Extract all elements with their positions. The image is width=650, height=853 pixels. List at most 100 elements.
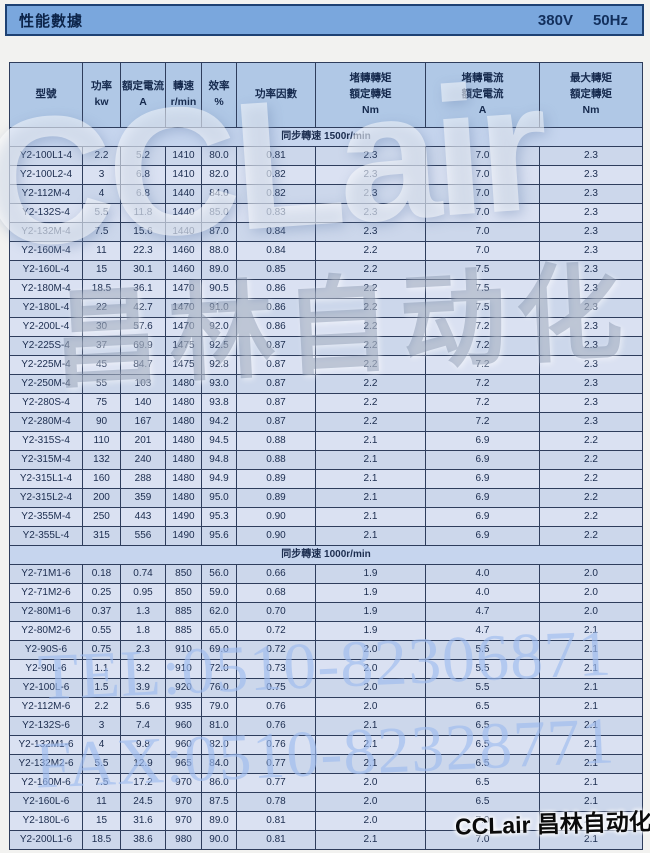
model-cell: Y2-280S-4 — [9, 393, 83, 413]
value-cell: 2.3 — [539, 165, 643, 185]
value-cell: 0.82 — [236, 165, 316, 185]
brand-corner-label: CCLair 昌林自动化 — [454, 808, 650, 840]
value-cell: 59.0 — [201, 583, 237, 603]
column-header-line: 額定轉矩 — [349, 88, 392, 101]
value-cell: 30 — [82, 317, 121, 337]
value-cell: 2.3 — [539, 222, 643, 242]
table-row: Y2-250M-4 55 103 1480 93.0 0.87 2.2 7.2 2.3 — [9, 374, 643, 394]
value-cell: 84.0 — [201, 184, 237, 204]
value-cell: 2.0 — [539, 602, 643, 622]
value-cell: 2.3 — [539, 279, 643, 299]
value-cell: 2.2 — [82, 697, 121, 717]
value-cell: 76.0 — [201, 678, 237, 698]
value-cell: 0.86 — [236, 279, 316, 299]
value-cell: 200 — [82, 488, 121, 508]
column-header: 額定電流 A — [120, 62, 166, 128]
table-row: Y2-90S-6 0.75 2.3 910 69.0 0.72 2.0 5.5 2.1 — [9, 640, 643, 660]
value-cell: 1440 — [165, 203, 202, 223]
value-cell: 2.3 — [539, 412, 643, 432]
value-cell: 2.1 — [315, 526, 426, 546]
value-cell: 0.77 — [236, 773, 316, 793]
value-cell: 443 — [120, 507, 166, 527]
value-cell: 2.1 — [315, 735, 426, 755]
value-cell: 0.66 — [236, 564, 316, 584]
value-cell: 2.0 — [315, 659, 426, 679]
value-cell: 7.5 — [425, 298, 540, 318]
value-cell: 11 — [82, 792, 121, 812]
table-row: Y2-112M-6 2.2 5.6 935 79.0 0.76 2.0 6.5 2.1 — [9, 697, 643, 717]
title-bar: 性能數據 380V 50Hz — [5, 4, 644, 36]
model-cell: Y2-132M2-6 — [9, 754, 83, 774]
value-cell: 6.9 — [425, 450, 540, 470]
value-cell: 0.68 — [236, 583, 316, 603]
model-cell: Y2-355M-4 — [9, 507, 83, 527]
table-row: Y2-280S-4 75 140 1480 93.8 0.87 2.2 7.2 2.3 — [9, 393, 643, 413]
table-row: Y2-132S-6 3 7.4 960 81.0 0.76 2.1 6.5 2.1 — [9, 716, 643, 736]
value-cell: 18.5 — [82, 830, 121, 850]
value-cell: 2.1 — [315, 488, 426, 508]
model-cell: Y2-100L-6 — [9, 678, 83, 698]
value-cell: 0.87 — [236, 393, 316, 413]
table-row: Y2-100L2-4 3 6.8 1410 82.0 0.82 2.3 7.0 2.3 — [9, 165, 643, 185]
frequency-label: 50Hz — [592, 11, 628, 29]
value-cell: 1.9 — [315, 602, 426, 622]
value-cell: 0.87 — [236, 412, 316, 432]
model-cell: Y2-90L-6 — [9, 659, 83, 679]
value-cell: 2.0 — [315, 697, 426, 717]
table-row: Y2-315S-4 110 201 1480 94.5 0.88 2.1 6.9 2.2 — [9, 431, 643, 451]
value-cell: 2.0 — [315, 773, 426, 793]
value-cell: 7.0 — [425, 184, 540, 204]
value-cell: 960 — [165, 716, 202, 736]
value-cell: 93.0 — [201, 374, 237, 394]
value-cell: 2.3 — [315, 165, 426, 185]
value-cell: 0.55 — [82, 621, 121, 641]
table-row: Y2-112M-4 4 6.8 1440 84.0 0.82 2.3 7.0 2.3 — [9, 184, 643, 204]
model-cell: Y2-225S-4 — [9, 336, 83, 356]
column-header: 堵轉轉矩 額定轉矩 Nm — [315, 62, 426, 128]
value-cell: 2.2 — [315, 279, 426, 299]
value-cell: 2.2 — [539, 450, 643, 470]
value-cell: 935 — [165, 697, 202, 717]
table-row: Y2-315L1-4 160 288 1480 94.9 0.89 2.1 6.9 2.2 — [9, 469, 643, 489]
value-cell: 1.3 — [120, 602, 166, 622]
value-cell: 2.3 — [539, 374, 643, 394]
value-cell: 2.1 — [539, 621, 643, 641]
value-cell: 0.75 — [236, 678, 316, 698]
value-cell: 56.0 — [201, 564, 237, 584]
section-header: 同步轉速 1500r/min — [9, 127, 643, 147]
value-cell: 3.9 — [120, 678, 166, 698]
value-cell: 0.75 — [82, 640, 121, 660]
value-cell: 1470 — [165, 279, 202, 299]
value-cell: 69.0 — [201, 640, 237, 660]
value-cell: 7.2 — [425, 317, 540, 337]
value-cell: 960 — [165, 735, 202, 755]
value-cell: 0.37 — [82, 602, 121, 622]
value-cell: 0.90 — [236, 507, 316, 527]
value-cell: 7.5 — [425, 260, 540, 280]
column-header-line: 額定轉矩 — [570, 88, 612, 101]
value-cell: 90 — [82, 412, 121, 432]
value-cell: 3 — [82, 165, 121, 185]
value-cell: 2.3 — [539, 184, 643, 204]
value-cell: 7.0 — [425, 203, 540, 223]
value-cell: 910 — [165, 659, 202, 679]
value-cell: 0.90 — [236, 526, 316, 546]
table-body: 同步轉速 1500r/min Y2-100L1-4 2.2 5.2 1410 80.0 0.… — [9, 127, 643, 850]
value-cell: 2.1 — [315, 469, 426, 489]
model-cell: Y2-132M1-6 — [9, 735, 83, 755]
table-head: 型號 功率 kw 額定電流 A 轉速 r/min 效率% 功率因數 堵轉轉矩 額定轉矩 Nm 堵轉電流額… — [9, 62, 643, 128]
value-cell: 7.5 — [425, 279, 540, 299]
value-cell: 30.1 — [120, 260, 166, 280]
column-header-line: 功率因數 — [255, 88, 297, 101]
header-row: 型號 功率 kw 額定電流 A 轉速 r/min 效率% 功率因數 堵轉轉矩 額定轉矩 Nm 堵轉電流額… — [9, 62, 643, 128]
value-cell: 9.8 — [120, 735, 166, 755]
value-cell: 2.1 — [539, 697, 643, 717]
value-cell: 2.3 — [539, 298, 643, 318]
value-cell: 15 — [82, 811, 121, 831]
model-cell: Y2-160L-6 — [9, 792, 83, 812]
value-cell: 0.73 — [236, 659, 316, 679]
value-cell: 2.1 — [539, 830, 643, 850]
value-cell: 0.77 — [236, 754, 316, 774]
value-cell: 38.6 — [120, 830, 166, 850]
value-cell: 2.1 — [539, 678, 643, 698]
